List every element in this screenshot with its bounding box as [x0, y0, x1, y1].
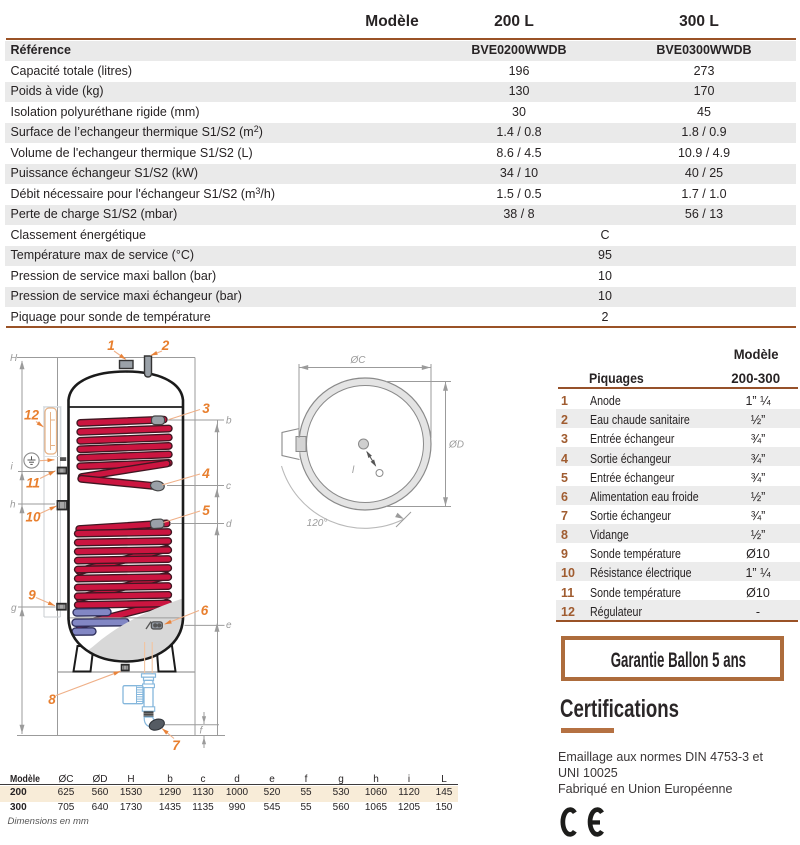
svg-text:2: 2 — [161, 338, 170, 353]
svg-text:e: e — [226, 620, 232, 631]
svg-text:b: b — [226, 416, 232, 427]
svg-text:4: 4 — [201, 466, 210, 481]
svg-text:7: 7 — [172, 738, 181, 753]
svg-text:120°: 120° — [307, 518, 328, 529]
svg-text:f: f — [200, 726, 204, 737]
svg-text:11: 11 — [26, 476, 40, 491]
svg-text:1: 1 — [107, 338, 115, 353]
svg-text:6: 6 — [201, 603, 209, 618]
svg-text:12: 12 — [24, 408, 40, 423]
svg-text:g: g — [11, 603, 17, 614]
svg-text:10: 10 — [25, 510, 41, 525]
svg-text:3: 3 — [202, 401, 210, 416]
svg-text:5: 5 — [202, 503, 210, 518]
svg-text:8: 8 — [48, 692, 56, 707]
svg-text:H: H — [10, 353, 18, 364]
svg-text:i: i — [11, 462, 14, 473]
svg-text:ØC: ØC — [350, 355, 367, 366]
svg-text:9: 9 — [28, 588, 36, 603]
svg-text:l: l — [352, 465, 355, 476]
svg-text:d: d — [226, 519, 232, 530]
svg-text:c: c — [226, 481, 231, 492]
svg-text:h: h — [10, 500, 16, 511]
svg-text:ØD: ØD — [448, 440, 464, 451]
